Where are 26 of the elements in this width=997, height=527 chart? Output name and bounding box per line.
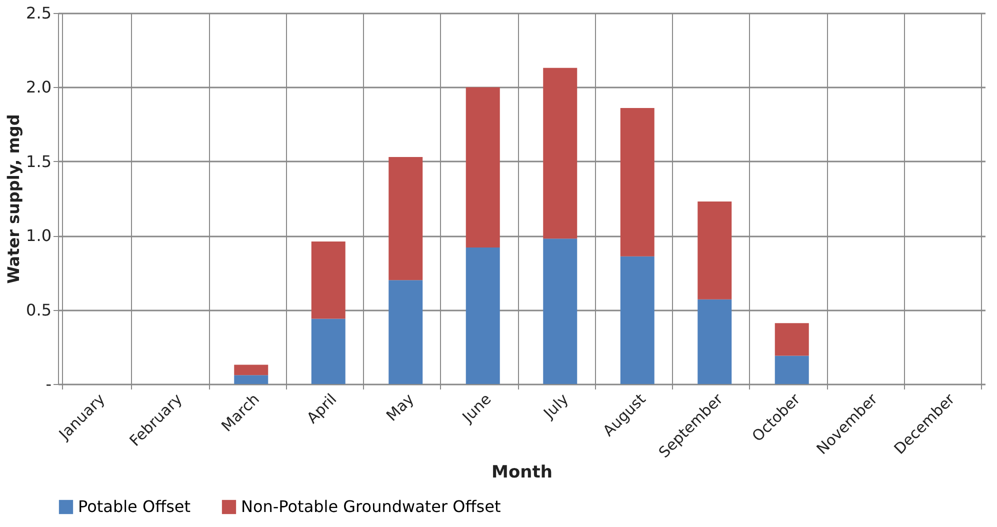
bar bbox=[698, 201, 732, 300]
bar bbox=[774, 323, 809, 356]
bar bbox=[466, 247, 500, 384]
y-tick-label: 1.5 bbox=[26, 152, 52, 171]
bar bbox=[698, 299, 732, 384]
bar bbox=[234, 375, 268, 384]
legend-label: Potable Offset bbox=[78, 497, 191, 516]
y-tick-label: 2.5 bbox=[26, 4, 52, 22]
x-axis-title: Month bbox=[492, 462, 552, 483]
bar bbox=[466, 87, 500, 248]
bar bbox=[543, 238, 578, 384]
legend-label: Non-Potable Groundwater Offset bbox=[241, 497, 501, 516]
bar bbox=[311, 318, 346, 384]
bar bbox=[620, 108, 654, 256]
bar bbox=[388, 156, 423, 280]
bar bbox=[620, 256, 654, 384]
y-tick-label: 0.5 bbox=[26, 300, 52, 320]
bar bbox=[388, 280, 423, 384]
bar bbox=[311, 242, 346, 319]
y-tick-label: 2.0 bbox=[26, 78, 52, 97]
y-axis-title: Water supply, mgd bbox=[4, 114, 24, 284]
y-tick-label: 1.0 bbox=[26, 226, 52, 246]
bar bbox=[774, 356, 809, 384]
y-tick-label: - bbox=[46, 374, 52, 394]
bar bbox=[543, 68, 578, 239]
bar bbox=[234, 364, 268, 376]
